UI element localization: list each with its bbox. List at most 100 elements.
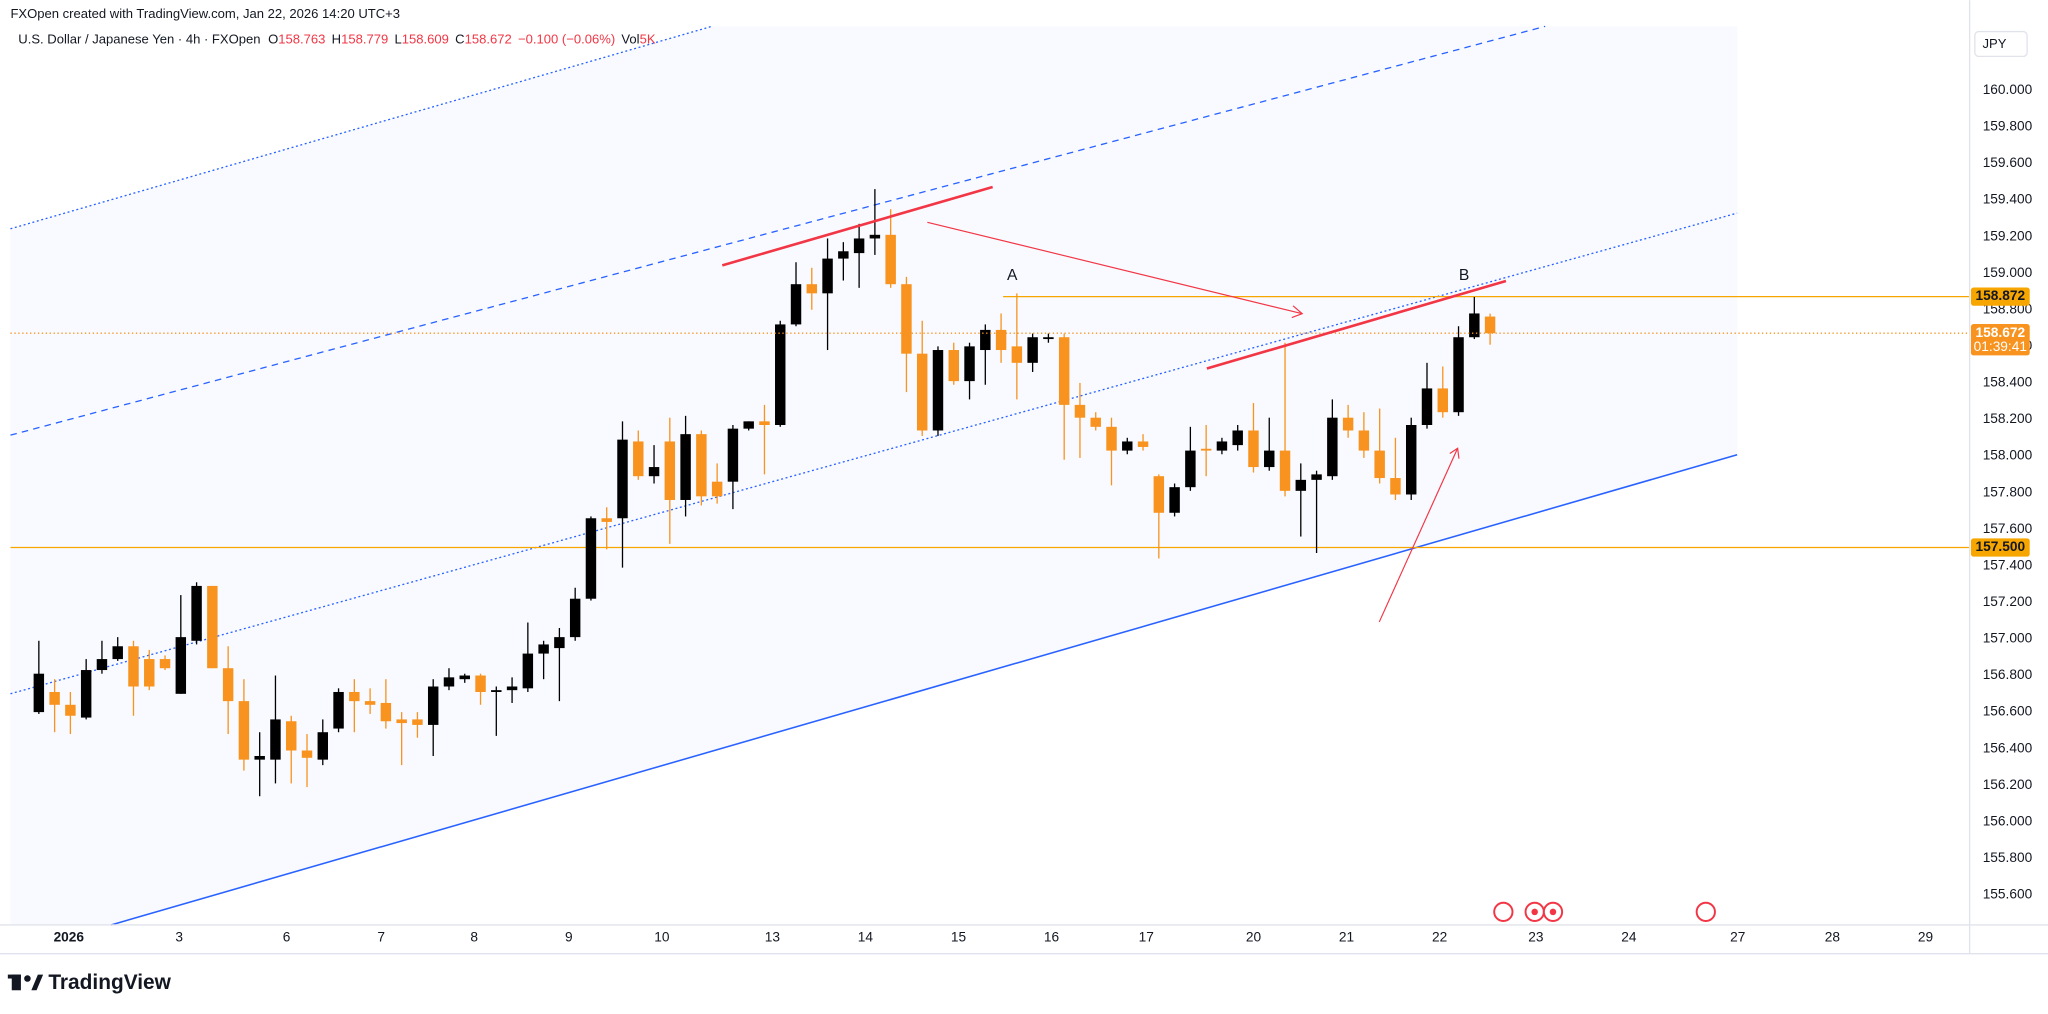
candle-body [759,421,770,425]
price-label-box [1970,538,2030,557]
countdown: 01:39:41 [1974,339,2027,354]
ohlc-value: 158.779 [341,32,388,47]
candle-body [1453,337,1464,413]
candle-body [270,719,281,760]
candle-body [916,353,928,431]
credit: FXOpen created with TradingView.com, Jan… [10,6,400,21]
candle-body [254,755,265,760]
trend-line [721,185,994,267]
candle-body [1279,450,1291,491]
candle-body [569,598,581,638]
candle-body [506,686,518,691]
y-tick-label: 159.200 [1983,228,2033,243]
x-tick-label: 9 [565,930,573,945]
legend: U.S. Dollar / Japanese Yen · 4h · FXOpen… [18,32,656,47]
x-tick-label: 8 [470,930,478,945]
candle-body [838,251,849,259]
ohlc-label: H [332,32,341,47]
price-label-box [1970,287,2030,306]
candle-body [286,721,297,751]
ohlc-value: 158.672 [465,32,512,47]
change: −0.100 (−0.06%) [518,32,615,47]
candle-body [680,434,691,500]
candle-body [885,234,896,285]
candle-body [1484,316,1496,334]
ohlc-value: 158.609 [402,32,449,47]
candle-body [806,284,818,294]
candle-body [396,719,407,724]
channel-dashed [10,25,1546,436]
x-tick-label: 15 [951,930,967,945]
candle-body [790,284,802,325]
candle-body [1137,441,1149,447]
channel-bottom [110,454,1738,926]
candle-body [1421,388,1433,425]
candle-body [1295,479,1307,491]
candle-body [80,670,92,718]
y-tick-label: 159.400 [1983,192,2033,207]
x-tick-label: 24 [1621,930,1637,945]
event-dot [1531,908,1538,916]
candle-body [1200,448,1212,451]
candle-body [664,441,676,500]
candle-body [475,675,486,692]
x-tick-label: 28 [1825,930,1841,945]
arrow [1378,447,1459,623]
x-tick-label: 3 [175,930,183,945]
candle-body [869,234,881,239]
x-tick-label: 27 [1730,930,1745,945]
logo-mark [24,975,31,982]
candle-body [743,421,754,429]
last-price-box [1970,324,2030,356]
candle-body [822,258,833,294]
candle-body [412,719,423,725]
trend-line [1206,279,1507,370]
symbol: U.S. Dollar / Japanese Yen · 4h · FXOpen [18,32,260,47]
x-tick-label: 2026 [54,930,85,945]
candle-body [948,350,959,382]
candle-body [1264,450,1275,468]
y-tick-label: 156.800 [1983,667,2033,682]
candle-body [317,732,329,760]
candle-body [96,659,108,671]
event-icon[interactable] [1695,901,1716,923]
y-tick-label: 158.000 [1983,448,2033,463]
logo-text: TradingView [48,971,171,994]
candle-body [964,346,975,382]
currency-button[interactable] [1974,30,2028,58]
candle-body [1074,404,1086,418]
last-price-label: 158.672 [1976,325,2026,340]
candle-body [144,659,155,687]
candle-body [1390,478,1401,495]
candle-body [1122,441,1133,451]
y-tick-label: 155.600 [1983,887,2033,902]
channel-mid [10,212,1738,695]
candle-body [633,441,644,477]
candle-body [727,428,739,482]
candle-body [1469,313,1480,338]
candle-body [1311,474,1322,480]
candle-body [349,691,360,702]
candle-body [159,659,171,669]
x-tick-label: 14 [858,930,874,945]
channel-top [10,25,713,230]
price-label: 157.500 [1976,539,2026,554]
candle-body [1090,417,1101,427]
event-icon[interactable] [1493,901,1514,923]
candle-body [1232,430,1243,446]
candle-body [601,518,612,522]
x-tick-label: 7 [377,930,385,945]
y-tick-label: 159.600 [1983,155,2033,170]
y-tick-label: 159.000 [1983,265,2033,280]
candle-body [538,644,549,654]
candle-body [775,324,786,425]
candle-body [1216,441,1228,451]
candle-body [427,686,439,725]
logo-mark [7,974,21,979]
x-tick-label: 6 [283,930,291,945]
annotation: A [1007,267,1018,284]
candle-body [1405,424,1417,495]
logo-mark [31,974,44,991]
x-tick-label: 10 [654,930,670,945]
candle-body [554,637,565,649]
